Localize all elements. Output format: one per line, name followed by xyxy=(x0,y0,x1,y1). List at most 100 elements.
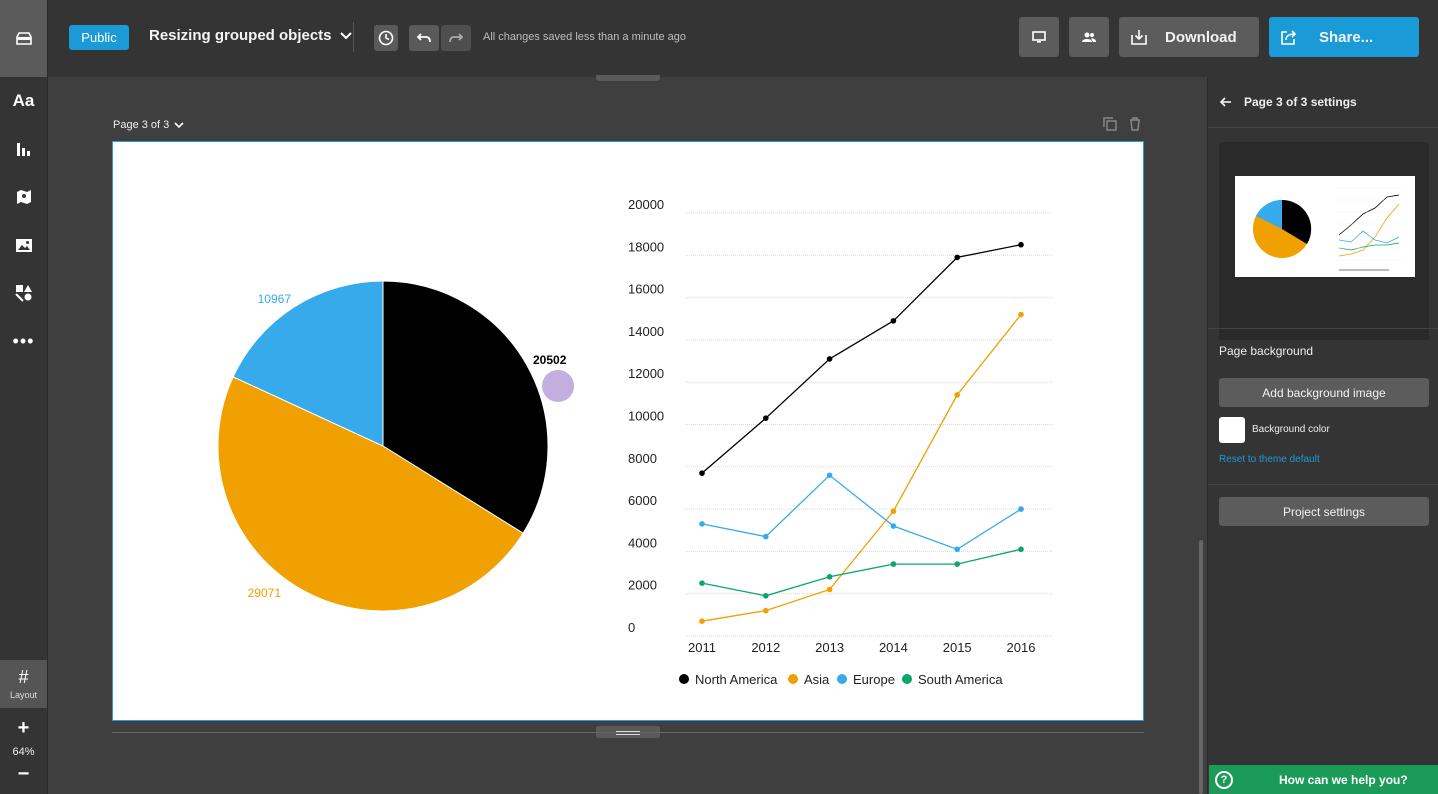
project-settings-button[interactable]: Project settings xyxy=(1219,497,1429,526)
zoom-level: 64% xyxy=(12,746,35,758)
home-icon[interactable] xyxy=(0,0,47,77)
data-point xyxy=(763,533,769,540)
data-point xyxy=(954,561,960,567)
collaborators-button[interactable] xyxy=(1069,17,1109,57)
divider xyxy=(1208,484,1438,485)
zoom-out-button[interactable]: − xyxy=(17,763,30,785)
page-thumbnail[interactable] xyxy=(1219,142,1429,340)
series-line xyxy=(701,474,1022,551)
undo-icon xyxy=(416,33,431,43)
data-point xyxy=(1018,546,1024,553)
share-button[interactable]: Share... xyxy=(1269,17,1419,57)
y-tick-label: 12000 xyxy=(628,366,664,381)
data-point xyxy=(890,318,897,324)
legend-label: North America xyxy=(695,672,778,687)
vertical-scrollbar[interactable] xyxy=(1199,540,1203,794)
help-label: How can we help you? xyxy=(1279,772,1408,787)
right-settings-panel: Page 3 of 3 settings Page background Add… xyxy=(1207,77,1438,794)
zoom-in-button[interactable]: + xyxy=(17,717,30,739)
y-tick-label: 10000 xyxy=(628,409,664,424)
download-label: Download xyxy=(1165,28,1237,46)
add-background-image-button[interactable]: Add background image xyxy=(1219,378,1429,407)
left-sidebar: Aa ••• # Layout + 64% − xyxy=(0,0,48,794)
layout-button[interactable]: # Layout xyxy=(0,660,47,708)
public-button[interactable]: Public xyxy=(69,25,129,50)
share-icon xyxy=(1281,30,1297,45)
help-icon: ? xyxy=(1215,770,1233,789)
download-button[interactable]: Download xyxy=(1119,17,1259,57)
data-point xyxy=(890,523,897,529)
share-label: Share... xyxy=(1319,28,1374,46)
legend-marker xyxy=(902,674,912,684)
text-icon[interactable]: Aa xyxy=(12,91,35,110)
legend-label: South America xyxy=(918,672,1003,687)
data-point xyxy=(699,521,705,527)
x-tick-label: 2016 xyxy=(1007,640,1036,655)
duplicate-page-icon[interactable] xyxy=(1103,117,1117,131)
clock-icon xyxy=(378,30,394,46)
top-resize-handle[interactable] xyxy=(596,75,660,81)
background-color-label: Background color xyxy=(1252,424,1330,435)
y-tick-label: 20000 xyxy=(628,197,664,212)
layout-label: Layout xyxy=(9,690,38,700)
divider xyxy=(1208,328,1438,329)
data-point xyxy=(1018,506,1024,512)
data-point xyxy=(699,580,705,586)
data-point xyxy=(763,607,769,614)
page-canvas[interactable]: 20502 29071 10967 0 2000 4000 6000 8000 10000 12… xyxy=(112,141,1144,721)
charts-svg: 20502 29071 10967 0 2000 4000 6000 8000 10000 12… xyxy=(217,197,1053,687)
x-tick-label: 2015 xyxy=(943,640,972,655)
back-arrow-icon[interactable] xyxy=(1220,97,1232,107)
data-point xyxy=(954,254,960,261)
redo-button[interactable] xyxy=(441,25,471,51)
chart-icon[interactable] xyxy=(0,125,47,173)
project-title: Resizing grouped objects xyxy=(149,27,332,44)
help-widget[interactable]: ? How can we help you? xyxy=(1209,765,1438,794)
page-label: Page 3 of 3 xyxy=(113,119,170,131)
download-icon xyxy=(1131,30,1147,45)
data-point xyxy=(890,508,897,515)
present-button[interactable] xyxy=(1019,17,1059,57)
data-point xyxy=(826,573,833,580)
more-icon[interactable]: ••• xyxy=(12,330,35,351)
page-background-heading: Page background xyxy=(1219,344,1314,358)
data-point xyxy=(826,586,833,593)
x-tick-label: 2011 xyxy=(688,640,716,655)
legend-marker xyxy=(837,674,847,684)
selection-handle[interactable] xyxy=(542,370,574,402)
background-color-swatch[interactable] xyxy=(1219,417,1245,443)
divider xyxy=(1208,127,1438,128)
data-point xyxy=(954,392,960,398)
shapes-icon[interactable] xyxy=(0,269,47,317)
panel-header: Page 3 of 3 settings xyxy=(1208,77,1438,127)
panel-title: Page 3 of 3 settings xyxy=(1244,95,1357,109)
data-point xyxy=(954,546,960,553)
y-tick-label: 6000 xyxy=(628,493,657,508)
undo-button[interactable] xyxy=(409,25,439,51)
top-toolbar: Public Resizing grouped objects All chan… xyxy=(48,0,1438,77)
data-point xyxy=(1018,241,1024,248)
legend-label: Asia xyxy=(804,672,830,687)
y-tick-label: 0 xyxy=(628,620,635,635)
page-selector[interactable]: Page 3 of 3 xyxy=(113,119,184,131)
y-tick-label: 14000 xyxy=(628,324,664,339)
pie-chart[interactable]: 20502 29071 10967 xyxy=(217,280,567,612)
history-button[interactable] xyxy=(374,25,398,51)
toolbar-divider xyxy=(353,22,354,52)
pie-slice xyxy=(382,280,549,534)
thumbnail-preview xyxy=(1235,176,1415,277)
map-icon[interactable] xyxy=(0,173,47,221)
grid-icon: # xyxy=(18,667,29,687)
legend-marker xyxy=(788,674,798,684)
pie-slice-label: 20502 xyxy=(533,353,567,367)
pie-slice xyxy=(217,376,524,612)
line-chart[interactable]: 0 2000 4000 6000 8000 10000 12000 14000 16000 180… xyxy=(628,197,1053,687)
reset-theme-default-link[interactable]: Reset to theme default xyxy=(1219,454,1320,465)
project-title-dropdown[interactable]: Resizing grouped objects xyxy=(149,27,352,44)
delete-page-icon[interactable] xyxy=(1129,117,1141,131)
data-point xyxy=(699,470,705,476)
image-icon[interactable] xyxy=(0,221,47,269)
legend-label: Europe xyxy=(853,672,895,687)
pie-slice-label: 10967 xyxy=(258,292,292,306)
legend-marker xyxy=(679,674,689,684)
